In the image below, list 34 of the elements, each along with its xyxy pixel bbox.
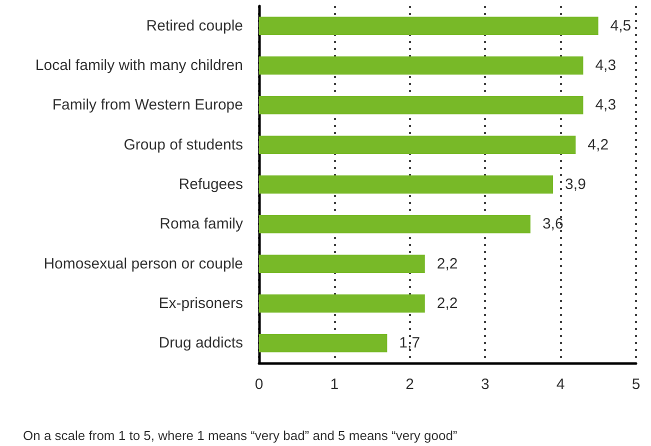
y-tick-label: Retired couple	[146, 17, 243, 34]
data-label: 1,7	[399, 334, 420, 352]
data-label: 2,2	[436, 295, 458, 312]
y-tick-label: Homosexual person or couple	[44, 255, 243, 272]
y-tick-label: Family from Western Europe	[52, 96, 243, 114]
bar	[259, 254, 425, 273]
bar	[259, 175, 554, 194]
x-tick-label: 5	[632, 376, 640, 393]
x-tick-label: 3	[481, 376, 490, 393]
bar	[259, 334, 388, 352]
bar	[259, 136, 576, 154]
bar	[259, 16, 598, 35]
bar	[259, 294, 425, 313]
data-label: 2,2	[436, 255, 458, 272]
x-tick-label: 2	[406, 376, 414, 393]
y-tick-label: Drug addicts	[158, 334, 243, 352]
y-tick-label: Roma family	[160, 216, 244, 233]
data-label: 4,2	[588, 136, 609, 154]
bar	[259, 56, 584, 75]
x-tick-label: 1	[330, 376, 339, 393]
y-tick-label: Local family with many children	[35, 57, 243, 74]
data-label: 4,3	[595, 57, 616, 74]
y-tick-label: Ex-prisoners	[158, 295, 243, 312]
y-tick-label: Refugees	[178, 176, 243, 193]
data-label: 3,9	[565, 176, 586, 193]
y-tick-label: Group of students	[124, 136, 243, 154]
bar	[259, 96, 584, 114]
x-tick-label: 0	[254, 376, 264, 393]
data-label: 3,6	[542, 216, 564, 233]
text: On a scale from 1 to 5, where 1 means “very bad” and 5 means “very good”	[23, 428, 458, 443]
x-tick-label: 4	[556, 376, 565, 393]
data-label: 4,5	[610, 17, 632, 34]
bar	[259, 215, 530, 234]
data-label: 4,3	[595, 96, 616, 114]
